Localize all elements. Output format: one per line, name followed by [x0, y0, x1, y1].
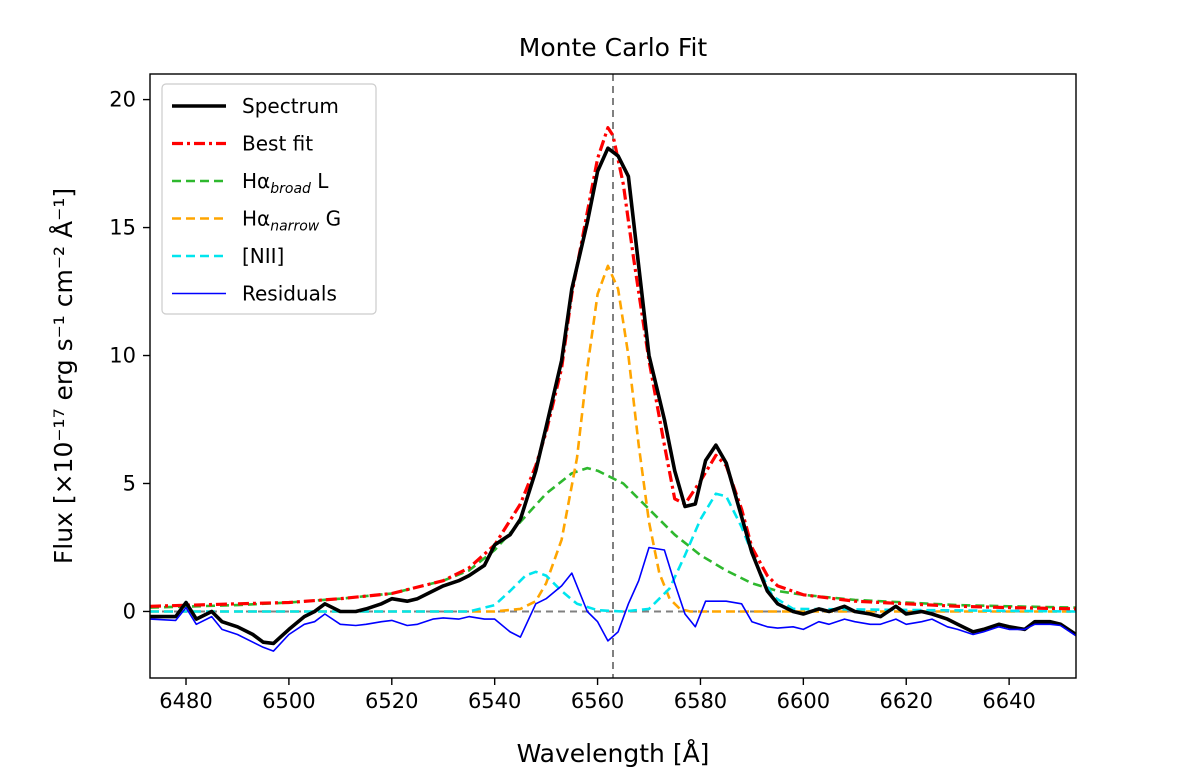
x-tick-label: 6560: [571, 689, 624, 713]
y-axis: 0 5 10 15 20: [109, 88, 150, 623]
series-layer: [150, 126, 1076, 652]
chart-title: Monte Carlo Fit: [519, 33, 708, 62]
x-tick-label: 6640: [982, 689, 1035, 713]
legend-box: [161, 83, 377, 315]
legend-item-residuals: Residuals: [172, 282, 337, 306]
y-tick-label: 20: [109, 88, 136, 112]
series-line-best-fit: [150, 126, 1076, 611]
series-line-nii: [150, 492, 1076, 613]
x-tick-label: 6520: [365, 689, 418, 713]
y-tick-label: 5: [123, 471, 136, 495]
series-line-h-narrow-g: [150, 264, 1076, 613]
legend-item-nii: [NII]: [172, 244, 284, 268]
legend-label: Residuals: [242, 282, 337, 306]
legend-item-spectrum: Spectrum: [172, 94, 339, 118]
x-tick-label: 6620: [880, 689, 933, 713]
plot-frame: [149, 73, 1077, 679]
legend-label: Hαnarrow G: [242, 207, 341, 235]
y-tick-label: 0: [123, 599, 136, 623]
x-tick-label: 6540: [468, 689, 521, 713]
series-line-residuals: [150, 546, 1076, 652]
legend-label: [NII]: [242, 244, 284, 268]
x-tick-label: 6480: [159, 689, 212, 713]
x-tick-label: 6580: [674, 689, 727, 713]
legend-label: Spectrum: [242, 94, 339, 118]
series-line-spectrum: [150, 146, 1076, 646]
x-tick-label: 6500: [262, 689, 315, 713]
y-tick-label: 15: [109, 216, 136, 240]
legend-label: Best fit: [242, 132, 313, 156]
x-axis-label: Wavelength [Å]: [517, 739, 710, 768]
y-axis-label: Flux [×10⁻¹⁷ erg s⁻¹ cm⁻² Å⁻¹]: [49, 188, 78, 564]
legend-item-h-narrow-g: Hαnarrow G: [172, 207, 341, 235]
x-tick-label: 6600: [777, 689, 830, 713]
x-axis: 6480 6500 6520 6540 6560 6580 6600 6620 6640: [159, 678, 1036, 713]
y-tick-label: 10: [109, 344, 136, 368]
legend-item-best-fit: Best fit: [172, 132, 313, 156]
series-line-h-broad-l: [150, 466, 1076, 609]
